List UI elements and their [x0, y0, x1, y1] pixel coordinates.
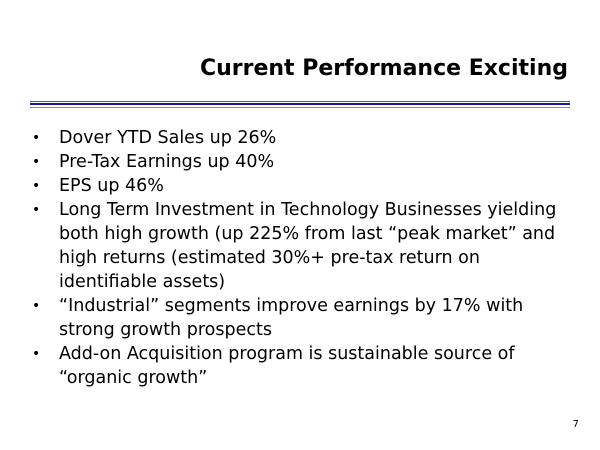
bullet-item-technology: • Long Term Investment in Technology Bus…: [30, 198, 575, 294]
bullet-list: • Dover YTD Sales up 26% • Pre-Tax Earni…: [30, 126, 575, 390]
bullet-item-eps: • EPS up 46%: [30, 174, 575, 198]
bullet-dot-icon: •: [32, 202, 41, 218]
bullet-text: Pre-Tax Earnings up 40%: [59, 152, 275, 172]
bullet-dot-icon: •: [32, 154, 41, 170]
bullet-dot-icon: •: [32, 298, 41, 314]
bullet-text: Dover YTD Sales up 26%: [59, 128, 277, 148]
title-underline-top: [30, 101, 570, 102]
title-underline-middle: [30, 103, 570, 105]
bullet-dot-icon: •: [32, 130, 41, 146]
bullet-dot-icon: •: [32, 346, 41, 362]
bullet-text: Add-on Acquisition program is sustainabl…: [59, 344, 515, 388]
bullet-item-pretax-earnings: • Pre-Tax Earnings up 40%: [30, 150, 575, 174]
slide-title: Current Performance Exciting: [199, 56, 568, 81]
bullet-item-acquisition: • Add-on Acquisition program is sustaina…: [30, 342, 575, 390]
bullet-item-sales: • Dover YTD Sales up 26%: [30, 126, 575, 150]
page-number: 7: [572, 419, 579, 430]
bullet-text: “Industrial” segments improve earnings b…: [59, 296, 524, 340]
bullet-item-industrial: • “Industrial” segments improve earnings…: [30, 294, 575, 342]
bullet-text: Long Term Investment in Technology Busin…: [59, 200, 557, 292]
bullet-dot-icon: •: [32, 178, 41, 194]
bullet-text: EPS up 46%: [59, 176, 164, 196]
title-underline-bottom: [30, 107, 570, 108]
